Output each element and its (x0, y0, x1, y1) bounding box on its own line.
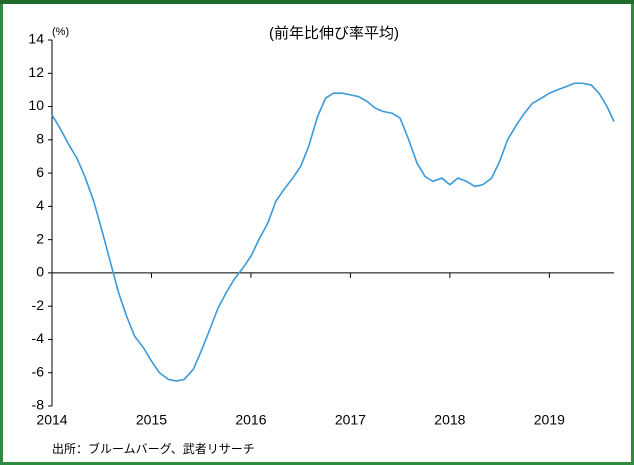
y-tick-label: -8 (32, 397, 45, 413)
y-tick-label: 0 (36, 264, 44, 280)
y-tick-label: 14 (28, 31, 44, 47)
x-tick-label: 2014 (36, 412, 67, 428)
y-tick-label: -4 (32, 330, 45, 346)
y-tick-label: 6 (36, 164, 44, 180)
x-tick-label: 2018 (434, 412, 465, 428)
data-line (51, 82, 615, 382)
y-tick-label: 12 (28, 64, 44, 80)
y-tick-label: 8 (36, 131, 44, 147)
x-tick-label: 2017 (335, 412, 366, 428)
y-tick-label: 4 (36, 197, 44, 213)
chart-title: (前年比伸び率平均) (269, 25, 399, 42)
x-tick-label: 2019 (534, 412, 565, 428)
y-unit: (%) (52, 26, 69, 38)
x-tick-label: 2016 (235, 412, 266, 428)
y-tick-label: 2 (36, 230, 44, 246)
y-tick-label: 10 (28, 97, 44, 113)
y-tick-label: -6 (32, 363, 45, 379)
source: 出所：ブルームバーグ、武者リサーチ (52, 441, 255, 456)
x-tick-label: 2015 (136, 412, 167, 428)
y-tick-label: -2 (32, 297, 45, 313)
top-bar (0, 0, 634, 4)
